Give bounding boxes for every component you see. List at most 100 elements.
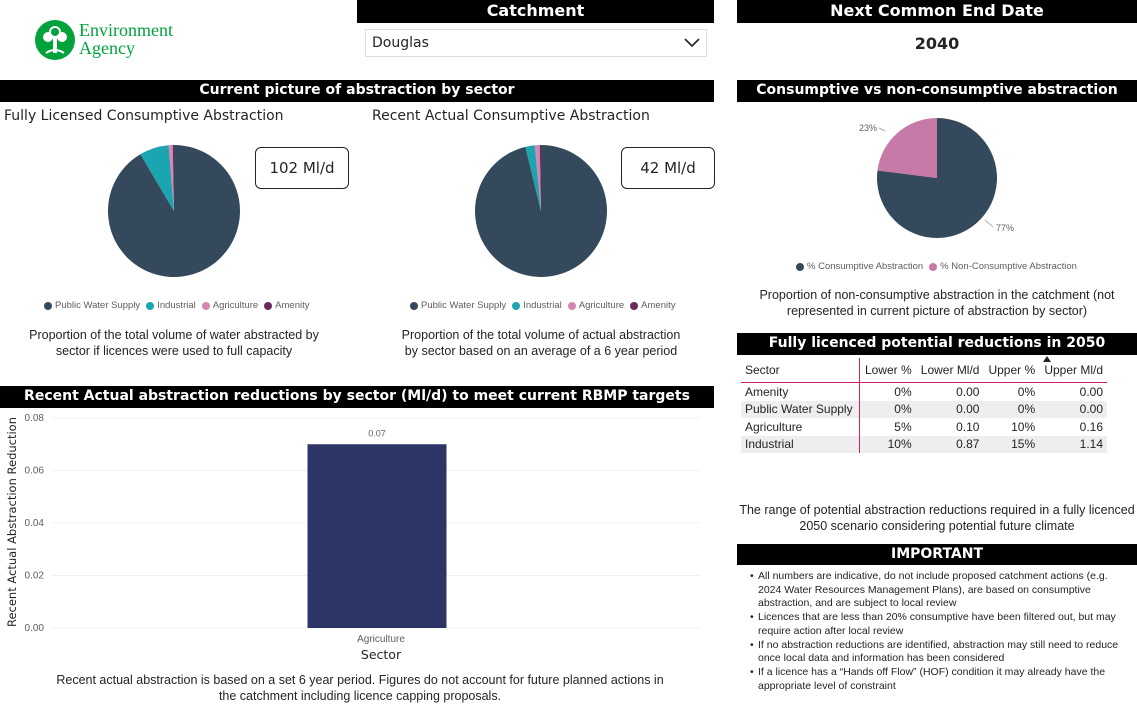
col-sector[interactable]: Sector	[741, 358, 860, 383]
x-tick-label: Agriculture	[357, 634, 405, 645]
important-list: All numbers are indicative, do not inclu…	[750, 570, 1130, 693]
cell-lower-mld: 0.00	[915, 400, 984, 418]
y-tick-label: 0.00	[25, 623, 45, 634]
important-item: If a licence has a “Hands off Flow” (HOF…	[750, 666, 1130, 693]
catchment-dropdown[interactable]: Douglas	[365, 29, 707, 57]
consumptive-caption-line2: represented in current picture of abstra…	[786, 304, 1088, 318]
legend-dot	[201, 301, 210, 310]
legend-item-non-consumptive[interactable]: % Non-Consumptive Abstraction	[929, 261, 1077, 272]
legend-label: Agriculture	[578, 300, 625, 311]
pie-slice-agriculture[interactable]	[168, 145, 174, 211]
legend-item-agriculture[interactable]: Agriculture	[567, 300, 625, 311]
cell-lower-pct: 5%	[894, 419, 912, 434]
legend-item-consumptive[interactable]: % Consumptive Abstraction	[796, 261, 923, 272]
pie-slice-industrial[interactable]	[525, 145, 541, 211]
important-item: If no abstraction reductions are identif…	[750, 639, 1130, 666]
table-row: Amenity 0% 0.00 0% 0.00	[741, 382, 1107, 401]
actual-legend: Public Water Supply Industrial Agricultu…	[410, 300, 676, 311]
table-row: Industrial 10% 0.87 15% 1.14	[741, 435, 1107, 453]
y-tick-label: 0.06	[25, 466, 45, 477]
pie-slice-amenity[interactable]	[539, 145, 541, 211]
pie-slice-amenity[interactable]	[172, 145, 174, 211]
bar-section-header: Recent Actual abstraction reductions by …	[0, 386, 714, 408]
chevron-down-icon[interactable]	[684, 38, 700, 48]
actual-caption-line2: by sector based on an average of a 6 yea…	[404, 344, 678, 358]
legend-dot	[630, 301, 639, 310]
y-axis-title: Recent Actual Abstraction Reduction	[5, 417, 19, 627]
x-axis-title: Sector	[361, 647, 402, 662]
pie-slice-non-consumptive[interactable]	[877, 118, 937, 178]
actual-pie-chart[interactable]	[471, 141, 611, 281]
cell-lower-pct: 0%	[894, 384, 912, 399]
important-item: Licences that are less than 20% consumpt…	[750, 611, 1130, 638]
cell-upper-mld: 0.00	[1039, 400, 1107, 418]
actual-title: Recent Actual Consumptive Abstraction	[372, 108, 650, 124]
col-upper-mld-label: Upper Ml/d	[1044, 363, 1103, 377]
licensed-pie-chart[interactable]	[104, 141, 244, 281]
cell-sector: Industrial	[741, 435, 860, 453]
cell-upper-mld: 0.16	[1079, 419, 1103, 434]
reductions-table: Sector Lower % Lower Ml/d Upper % Upper …	[741, 356, 1107, 453]
reductions-caption-line1: The range of potential abstraction reduc…	[739, 503, 1135, 517]
legend-dot	[264, 301, 273, 310]
logo-tree-icon	[35, 20, 75, 60]
reduction-bar-chart[interactable]: 0.00 0.02 0.04 0.06 0.08 0.07 Agriculture Secto…	[0, 408, 714, 668]
cell-upper-pct: 0%	[983, 400, 1040, 418]
end-date-header: Next Common End Date	[737, 0, 1137, 23]
licensed-kpi-box: 102 Ml/d	[255, 147, 349, 189]
legend-item-amenity[interactable]: Amenity	[630, 300, 676, 311]
legend-item-public-water-supply[interactable]: Public Water Supply	[44, 300, 140, 311]
actual-caption-line1: Proportion of the total volume of actual…	[401, 328, 681, 342]
pie-slice-agriculture[interactable]	[534, 145, 541, 211]
y-tick-label: 0.02	[25, 571, 45, 582]
legend-item-public-water-supply[interactable]: Public Water Supply	[410, 300, 506, 311]
cell-upper-mld: 1.14	[1039, 435, 1107, 453]
legend-dot	[796, 262, 804, 271]
consumptive-pie-chart[interactable]	[875, 116, 999, 240]
legend-item-amenity[interactable]: Amenity	[264, 300, 310, 311]
legend-item-industrial[interactable]: Industrial	[146, 300, 196, 311]
col-lower-mld[interactable]: Lower Ml/d	[915, 358, 984, 383]
reductions-table-wrap: Sector Lower % Lower Ml/d Upper % Upper …	[741, 356, 1109, 453]
col-upper-mld[interactable]: Upper Ml/d	[1039, 356, 1107, 383]
cell-upper-pct: 0%	[1017, 384, 1036, 399]
sort-up-icon[interactable]	[1043, 356, 1052, 362]
legend-label: Public Water Supply	[421, 300, 507, 311]
cell-lower-mld: 0.10	[956, 419, 980, 434]
consumptive-caption: Proportion of non-consumptive abstractio…	[737, 287, 1137, 319]
pie-label-consumptive: 77%	[996, 223, 1015, 233]
pie-slice-industrial[interactable]	[140, 145, 174, 211]
col-upper-pct[interactable]: Upper %	[983, 358, 1040, 383]
bar-caption: Recent actual abstraction is based on a …	[0, 672, 720, 704]
legend-label: Agriculture	[212, 300, 259, 311]
cell-upper-pct: 10%	[1011, 419, 1036, 434]
reductions-caption: The range of potential abstraction reduc…	[737, 502, 1137, 534]
cell-upper-mld: 0.00	[1079, 384, 1103, 399]
bar-value-label: 0.07	[368, 428, 386, 438]
actual-kpi-value: 42 Ml/d	[640, 159, 696, 177]
legend-dot	[146, 301, 155, 310]
bar-agriculture[interactable]	[307, 444, 447, 628]
legend-label: Public Water Supply	[55, 300, 141, 311]
licensed-kpi-value: 102 Ml/d	[269, 159, 335, 177]
logo-text-line2: Agency	[79, 38, 135, 58]
licensed-title: Fully Licensed Consumptive Abstraction	[4, 108, 284, 124]
legend-item-industrial[interactable]: Industrial	[512, 300, 562, 311]
important-item: All numbers are indicative, do not inclu…	[750, 570, 1130, 611]
bar-caption-line2: the catchment including licence capping …	[218, 689, 502, 703]
legend-label: Amenity	[275, 300, 310, 311]
end-date-value: 2040	[914, 34, 960, 53]
col-lower-pct[interactable]: Lower %	[859, 358, 916, 383]
y-tick-label: 0.08	[25, 413, 45, 424]
cell-lower-pct: 0%	[859, 400, 916, 418]
cell-lower-mld: 0.87	[915, 435, 984, 453]
legend-label: % Consumptive Abstraction	[807, 261, 924, 272]
table-row: Public Water Supply 0% 0.00 0% 0.00	[741, 400, 1107, 418]
legend-dot	[567, 301, 576, 310]
pie-slice-public-water-supply[interactable]	[107, 145, 240, 277]
legend-dot	[512, 301, 521, 310]
table-row: Agriculture 5% 0.10 10% 0.16	[741, 418, 1107, 436]
licensed-caption-line2: sector if licences were used to full cap…	[55, 344, 293, 358]
pie-label-non-consumptive: 23%	[859, 123, 878, 133]
legend-item-agriculture[interactable]: Agriculture	[201, 300, 259, 311]
